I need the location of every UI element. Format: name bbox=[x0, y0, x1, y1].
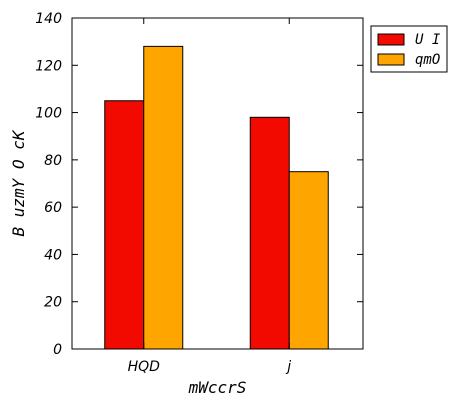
x-tick-label: j bbox=[285, 359, 291, 375]
plot-frame bbox=[71, 17, 364, 350]
legend: U I qmO bbox=[370, 25, 448, 73]
x-axis: HQD j bbox=[128, 18, 291, 375]
y-tick-label: 100 bbox=[35, 106, 62, 122]
y-tick-label: 80 bbox=[44, 153, 62, 169]
bar-2-2 bbox=[288, 171, 329, 350]
legend-swatch-1 bbox=[377, 33, 405, 46]
y-tick-label: 120 bbox=[35, 58, 62, 74]
bar-1-1 bbox=[104, 100, 145, 350]
y-tick-label: 40 bbox=[44, 247, 62, 263]
y-axis-title: B uzmY O cK bbox=[9, 129, 28, 236]
y-axis: 0 20 40 60 80 100 120 140 bbox=[35, 11, 363, 358]
bars-group bbox=[104, 45, 329, 350]
x-axis-title: mWccrS bbox=[188, 378, 247, 397]
legend-label-2: qmO bbox=[415, 52, 440, 68]
bar-2-1 bbox=[143, 45, 184, 350]
legend-swatch-2 bbox=[377, 53, 405, 66]
legend-items: U I qmO bbox=[377, 32, 441, 68]
y-tick-label: 60 bbox=[44, 200, 62, 216]
y-tick-label: 20 bbox=[44, 295, 62, 311]
y-tick-label: 140 bbox=[35, 11, 62, 27]
bar-1-2 bbox=[249, 116, 290, 350]
legend-label-1: U I bbox=[415, 32, 441, 48]
y-tick-label: 0 bbox=[53, 342, 62, 358]
x-tick-label: HQD bbox=[128, 359, 161, 375]
